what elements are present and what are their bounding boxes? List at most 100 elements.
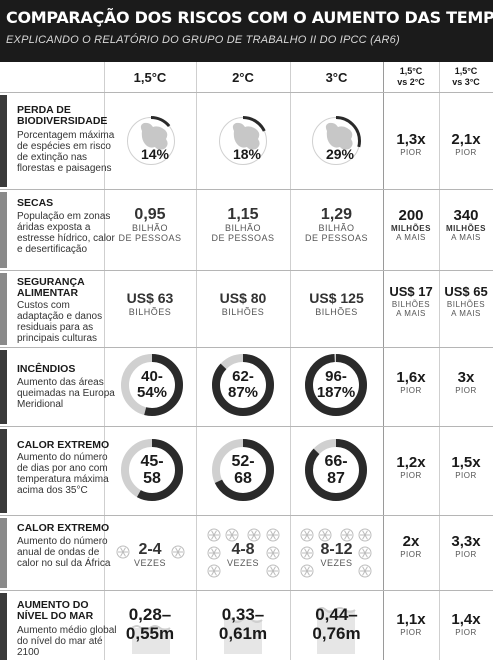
biodiversity-ring-2c — [218, 116, 268, 166]
heat-days-value-3c: 66- 87 — [304, 438, 368, 502]
food-value-3c: US$ 125 BILHÕES — [290, 290, 383, 317]
heat-days-value-1-5c: 45- 58 — [120, 438, 184, 502]
heat-days-value-3c-a: 66- — [324, 453, 348, 470]
row-separator — [0, 426, 493, 427]
sun-icon — [266, 546, 280, 560]
column-divider — [383, 62, 384, 660]
fires-value-3c: 96- 187% — [304, 353, 368, 417]
heat-days-ring-1-5c — [121, 439, 183, 501]
heat-waves-ratio-2c-unit: PIOR — [400, 550, 422, 559]
row-desc-heat-days: Aumento do número de dias por ano com te… — [17, 452, 109, 496]
drought-value-1-5c: 0,95 BILHÃO DE PESSOAS — [104, 206, 196, 243]
ring-arc — [121, 354, 183, 416]
sea-value-2c-a: 0,33– — [221, 605, 265, 624]
heat-waves-value-3c: 8-12 VEZES — [290, 528, 383, 580]
drought-number-2c: 1,15 — [227, 206, 259, 223]
sun-icon — [300, 546, 314, 560]
sea-ratio-2c: 1,1x PIOR — [383, 612, 439, 638]
row-title-sea: AUMENTO DO NÍVEL DO MAR — [17, 599, 94, 622]
fires-ratio-2c: 1,6x PIOR — [383, 370, 439, 396]
food-ratio-2c-unit2: A MAIS — [396, 309, 426, 318]
drought-ratio-2c: 200 MILHÕES A MAIS — [383, 208, 439, 243]
biodiversity-ratio-2c-unit: PIOR — [400, 148, 422, 157]
drought-ratio-3c-unit2: A MAIS — [451, 233, 481, 242]
fires-value-3c-b: 187% — [316, 384, 356, 401]
heat-waves-ratio-2c: 2x PIOR — [383, 534, 439, 560]
column-header-ratio-3c-bottom: vs 3°C — [452, 77, 480, 87]
row-separator — [0, 270, 493, 271]
drought-unit-2c: BILHÃO — [224, 223, 261, 233]
drought-ratio-3c-value: 340 — [453, 207, 479, 224]
column-header-2c: 2°C — [232, 69, 254, 85]
page-title: COMPARAÇÃO DOS RISCOS COM O AUMENTO DAS … — [6, 8, 493, 27]
heat-days-value-2c-a: 52- — [231, 453, 255, 470]
heat-days-value-2c: 52- 68 — [211, 438, 275, 502]
leopard-icon — [325, 122, 353, 150]
sea-ratio-3c-value: 1,4x — [451, 611, 481, 628]
row-title-drought: SECAS — [17, 197, 54, 209]
drought-ratio-2c-unit: MILHÕES — [391, 224, 431, 233]
biodiversity-ring-3c — [311, 116, 361, 166]
heat-waves-unit-2c: VEZES — [226, 557, 259, 568]
biodiversity-ratio-3c-value: 2,1x — [451, 131, 481, 148]
fires-value-3c-a: 96- — [325, 368, 347, 385]
leopard-icon — [232, 122, 260, 150]
heat-days-ratio-3c: 1,5x PIOR — [439, 455, 493, 481]
drought-number-3c: 1,29 — [320, 206, 353, 223]
column-header-ratio-3c: 1,5°C vs 3°C — [439, 62, 493, 92]
row-marker — [0, 350, 7, 424]
food-ratio-3c: US$ 65 BILHÕES A MAIS — [439, 284, 493, 318]
food-unit-3c: BILHÕES — [315, 307, 358, 317]
column-header-ratio-2c-top: 1,5°C — [399, 66, 423, 76]
fires-ring-3c — [305, 354, 367, 416]
column-divider — [290, 62, 291, 660]
column-header-3c: 3°C — [325, 69, 348, 85]
sun-icon — [358, 528, 372, 542]
fires-ratio-3c: 3x PIOR — [439, 370, 493, 396]
food-value-2c: US$ 80 BILHÕES — [196, 290, 290, 317]
drought-value-2c: 1,15 BILHÃO DE PESSOAS — [196, 206, 290, 243]
fires-value-1-5c-a: 40- — [141, 368, 163, 385]
heat-waves-ratio-3c-unit: PIOR — [455, 550, 477, 559]
sun-icon — [358, 564, 372, 578]
row-title-biodiversity: PERDA DE BIODIVERSIDADE — [17, 104, 108, 127]
row-desc-heat-waves: Aumento do número anual de ondas de calo… — [17, 536, 111, 569]
food-ratio-3c-unit2: A MAIS — [451, 309, 481, 318]
sun-icon — [266, 564, 280, 578]
drought-ratio-3c-unit: MILHÕES — [446, 224, 486, 233]
ring-arc — [305, 354, 367, 416]
row-title-heat-waves: CALOR EXTREMO — [17, 522, 110, 534]
biodiversity-ratio-2c: 1,3x PIOR — [383, 132, 439, 158]
row-desc-fires: Aumento das áreas queimadas na Europa Me… — [17, 377, 115, 410]
column-header-ratio-2c-bottom: vs 2°C — [397, 77, 425, 87]
heat-days-ratio-2c-value: 1,2x — [396, 454, 426, 471]
page-subtitle: EXPLICANDO O RELATÓRIO DO GRUPO DE TRABA… — [6, 34, 400, 46]
heat-waves-unit-1-5c: VEZES — [133, 557, 166, 568]
sea-value-2c-b: 0,61m — [218, 624, 268, 643]
column-divider — [196, 62, 197, 660]
sea-value-3c-b: 0,76m — [312, 624, 361, 643]
drought-value-3c: 1,29 BILHÃO DE PESSOAS — [290, 206, 383, 243]
wave-icon — [131, 625, 171, 654]
drought-unit-3c: BILHÃO — [318, 223, 355, 233]
heat-waves-value-1-5c: 2-4 VEZES — [104, 528, 196, 580]
row-separator — [0, 92, 493, 93]
heat-waves-number-2c: 4-8 — [231, 540, 255, 558]
column-header-1-5c: 1,5°C — [133, 69, 167, 85]
sun-icon — [225, 528, 239, 542]
fires-ratio-3c-unit: PIOR — [455, 386, 477, 395]
food-ratio-3c-value: US$ 65 — [444, 284, 488, 299]
row-marker — [0, 593, 7, 660]
biodiversity-value-3c: 29% — [325, 146, 355, 162]
row-desc-sea: Aumento médio global do nível do mar até… — [17, 625, 117, 658]
header-banner: COMPARAÇÃO DOS RISCOS COM O AUMENTO DAS … — [0, 0, 493, 62]
heat-waves-ratio-3c-value: 3,3x — [451, 533, 481, 550]
column-header-ratio-3c-top: 1,5°C — [454, 66, 478, 76]
food-number-2c: US$ 80 — [219, 290, 267, 306]
row-separator — [0, 189, 493, 190]
row-title-food: SEGURANÇA ALIMENTAR — [17, 276, 85, 299]
sun-icon — [318, 528, 332, 542]
biodiversity-value-2c: 18% — [232, 146, 262, 162]
food-value-1-5c: US$ 63 BILHÕES — [104, 290, 196, 317]
drought-unit2-3c: DE PESSOAS — [304, 233, 369, 243]
